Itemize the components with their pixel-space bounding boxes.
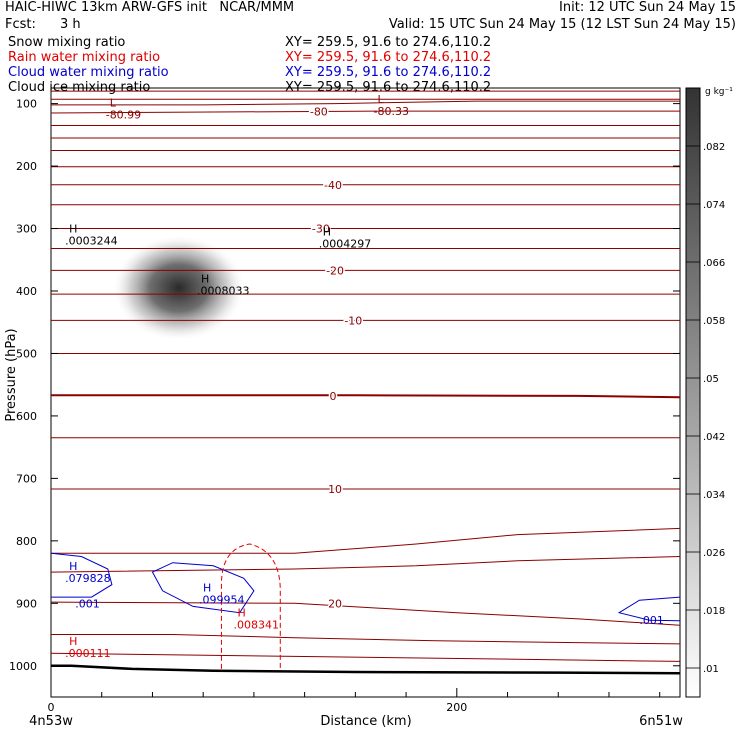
extremum-letter-8: H [238, 607, 246, 620]
colorbar-tick-label-8: .018 [703, 606, 725, 617]
field-range-snow: XY= 259.5, 91.6 to 274.6,110.2 [285, 35, 492, 50]
extremum-value-8: .008341 [234, 619, 280, 632]
isotherm-label-2: -30 [312, 223, 330, 236]
extremum-value-2: .0003244 [65, 235, 118, 248]
colorbar-tick-label-9: .01 [703, 664, 719, 675]
x-axis-title: Distance (km) [320, 714, 411, 729]
isotherm-line-23 [50, 652, 681, 662]
valid-time: Valid: 15 UTC Sun 24 May 15 (12 LST Sun … [388, 17, 736, 32]
extremum-letter-7: H [69, 635, 77, 648]
isotherm-label-5: 0 [330, 390, 337, 403]
isotherm-line-3 [50, 110, 680, 114]
forecast-label: Fcst: [5, 17, 36, 32]
isotherm-line-19 [51, 527, 681, 554]
isotherm-label-6: 10 [328, 483, 342, 496]
colorbar-tick-label-6: .034 [703, 490, 725, 501]
snow-mixing-ratio-shading [113, 235, 244, 340]
colorbar-tick-label-4: .05 [703, 374, 719, 385]
extremum-letter-3: H [323, 226, 331, 239]
isotherm-line-16 [51, 394, 681, 399]
rain-water-contour [220, 543, 281, 669]
x-tick-label-0: 0 [48, 701, 55, 714]
y-tick-label-6: 700 [16, 472, 37, 485]
y-tick-label-9: 1000 [9, 660, 37, 673]
plot-title: HAIC-HIWC 13km ARW-GFS init NCAR/MMM [5, 0, 295, 15]
isotherm-label-3: -20 [326, 264, 344, 277]
forecast-hour: 3 h [60, 17, 81, 32]
colorbar-unit: g kg⁻¹ [705, 87, 733, 97]
contour-value-label-1: .001 [639, 614, 664, 627]
x-endpoint-right: 6n51w [639, 714, 683, 729]
colorbar [685, 87, 701, 698]
extremum-value-5: .079828 [65, 572, 111, 585]
init-time: Init: 12 UTC Sun 24 May 15 [559, 0, 736, 15]
y-tick-label-8: 900 [16, 597, 37, 610]
cloud-water-contour-left [50, 552, 113, 598]
terrain-line [51, 664, 681, 675]
isotherm-line-20 [50, 556, 681, 573]
colorbar-tick-label-2: .066 [703, 258, 725, 269]
contour-value-label-0: .001 [75, 597, 100, 610]
colorbar-tick-label-3: .058 [703, 316, 725, 327]
extremum-value-4: .0008033 [197, 285, 250, 298]
extremum-value-6: .099954 [199, 594, 245, 607]
isotherm-label-0: -80 [310, 106, 328, 119]
isotherm-label-1: -40 [324, 179, 342, 192]
extremum-letter-6: H [203, 582, 211, 595]
extremum-letter-1: L [378, 93, 385, 106]
field-range-cloud-water: XY= 259.5, 91.6 to 274.6,110.2 [285, 65, 492, 80]
y-tick-label-7: 800 [16, 535, 37, 548]
extremum-value-7: .000111 [65, 647, 111, 660]
colorbar-tick-label-0: .082 [703, 142, 725, 153]
extremum-value-1: -80.33 [374, 105, 409, 118]
y-tick-label-3: 400 [16, 285, 37, 298]
x-endpoint-left: 4n53w [29, 714, 73, 729]
extremum-value-3: .0004297 [319, 238, 372, 251]
y-axis-title: Pressure (hPa) [4, 328, 19, 421]
y-tick-label-2: 300 [16, 223, 37, 236]
isotherm-line-22 [51, 634, 681, 645]
isotherm-line-2 [51, 100, 680, 106]
extremum-letter-0: L [110, 96, 117, 109]
y-tick-label-4: 500 [16, 347, 37, 360]
extremum-letter-5: H [69, 560, 77, 573]
isotherm-line-21 [50, 601, 681, 626]
colorbar-tick-label-5: .042 [703, 432, 725, 443]
y-tick-label-1: 200 [16, 160, 37, 173]
field-name-snow: Snow mixing ratio [8, 35, 126, 50]
colorbar-tick-label-7: .026 [703, 548, 725, 559]
cloud-water-contour-center [151, 562, 255, 614]
field-name-cloud-water: Cloud water mixing ratio [8, 65, 169, 80]
plot-frame [50, 87, 681, 698]
colorbar-tick-label-1: .074 [703, 200, 725, 211]
isotherm-label-7: 20 [328, 597, 342, 610]
extremum-value-0: -80.99 [106, 108, 141, 121]
isotherm-label-4: -10 [344, 314, 362, 327]
field-name-rain: Rain water mixing ratio [8, 50, 161, 65]
field-range-rain: XY= 259.5, 91.6 to 274.6,110.2 [285, 50, 492, 65]
x-tick-label-1: 200 [446, 701, 467, 714]
extremum-letter-2: H [69, 223, 77, 236]
cloud-water-contour-right [617, 596, 681, 622]
y-tick-label-5: 600 [16, 410, 37, 423]
y-tick-label-0: 100 [16, 98, 37, 111]
extremum-letter-4: H [201, 273, 209, 286]
